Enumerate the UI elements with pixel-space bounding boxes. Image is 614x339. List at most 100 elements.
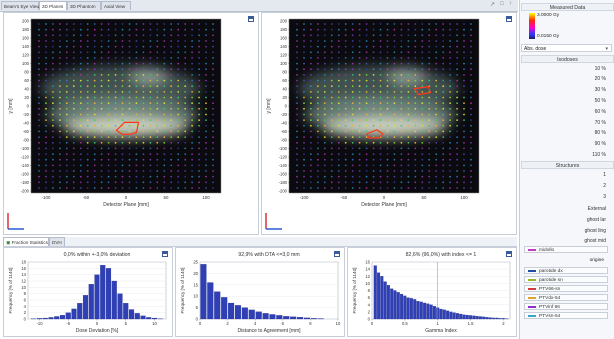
histogram-bar[interactable] bbox=[128, 309, 135, 320]
gamma-maximize-button[interactable] bbox=[506, 251, 512, 257]
histogram-bar[interactable] bbox=[478, 316, 482, 320]
histogram-bar[interactable] bbox=[416, 301, 420, 320]
histogram-bar[interactable] bbox=[151, 317, 158, 320]
histogram-bar[interactable] bbox=[386, 285, 390, 320]
histogram-bar[interactable] bbox=[396, 292, 400, 320]
histogram-bar[interactable] bbox=[310, 318, 317, 320]
isodose-item[interactable]: 70 % bbox=[594, 120, 606, 126]
structure-legend-ptvdx-54[interactable]: PTVdx-54 bbox=[524, 294, 608, 301]
histogram-bar[interactable] bbox=[65, 312, 71, 320]
tab-fraction-statistics[interactable]: ▣ Fraction Statistics bbox=[3, 237, 49, 246]
tab-beams-eye-view[interactable]: Beam's Eye View bbox=[1, 1, 40, 10]
histogram-bar[interactable] bbox=[423, 302, 427, 320]
histogram-bar[interactable] bbox=[276, 315, 283, 320]
histogram-bar[interactable] bbox=[380, 276, 384, 320]
histogram-bar[interactable] bbox=[111, 280, 117, 320]
tab-3d-phantom[interactable]: 3D Phantom bbox=[67, 1, 101, 10]
histogram-bar[interactable] bbox=[283, 316, 290, 320]
isodose-item[interactable]: 50 % bbox=[594, 98, 606, 104]
histogram-bar[interactable] bbox=[214, 291, 221, 320]
expand-icon[interactable]: ↗ bbox=[490, 2, 496, 8]
histogram-bar[interactable] bbox=[88, 284, 94, 320]
structure-item[interactable]: 1 bbox=[603, 172, 606, 178]
histogram-bar[interactable] bbox=[475, 316, 479, 320]
right-plane-view[interactable]: 200180160140120100806040200-20-40-60-80-… bbox=[262, 13, 516, 234]
histogram-bar[interactable] bbox=[71, 308, 77, 320]
histogram-bar[interactable] bbox=[100, 265, 106, 320]
histogram-bar[interactable] bbox=[241, 307, 248, 320]
structure-legend-ptvinf-66[interactable]: PTVinf 66 bbox=[524, 303, 608, 310]
histogram-bar[interactable] bbox=[48, 317, 54, 320]
histogram-bar[interactable] bbox=[455, 313, 459, 320]
histogram-bar[interactable] bbox=[426, 303, 430, 320]
histogram-bar[interactable] bbox=[54, 316, 60, 320]
isodose-item[interactable]: 90 % bbox=[594, 141, 606, 147]
structure-item[interactable]: ghost mid bbox=[584, 238, 606, 244]
structure-legend-ptv66-sn[interactable]: PTV66-sn bbox=[524, 285, 608, 292]
histogram-bar[interactable] bbox=[429, 304, 433, 320]
histogram-bar[interactable] bbox=[439, 308, 443, 320]
histogram-bar[interactable] bbox=[290, 316, 297, 320]
histogram-bar[interactable] bbox=[419, 301, 423, 320]
tab-2d-planes[interactable]: 2D Planes bbox=[39, 1, 67, 10]
histogram-bar[interactable] bbox=[482, 316, 486, 320]
histogram-bar[interactable] bbox=[488, 317, 492, 320]
structure-item[interactable]: 3 bbox=[603, 194, 606, 200]
dose-deviation-maximize-button[interactable] bbox=[162, 251, 168, 257]
histogram-bar[interactable] bbox=[393, 290, 397, 320]
histogram-bar[interactable] bbox=[248, 309, 255, 320]
histogram-bar[interactable] bbox=[485, 317, 489, 320]
histogram-bar[interactable] bbox=[134, 313, 140, 320]
histogram-bar[interactable] bbox=[403, 295, 407, 320]
histogram-bar[interactable] bbox=[59, 315, 66, 320]
histogram-bar[interactable] bbox=[123, 303, 129, 320]
histogram-bar[interactable] bbox=[303, 317, 310, 320]
histogram-bar[interactable] bbox=[492, 317, 496, 320]
histogram-bar[interactable] bbox=[207, 282, 214, 320]
histogram-bar[interactable] bbox=[77, 303, 83, 320]
structure-item[interactable]: ghost lar bbox=[586, 217, 606, 223]
histogram-bar[interactable] bbox=[36, 318, 43, 320]
isodose-item[interactable]: 20 % bbox=[594, 76, 606, 82]
histogram-bar[interactable] bbox=[446, 310, 450, 320]
structure-item[interactable]: ghost ling bbox=[584, 228, 606, 234]
histogram-bar[interactable] bbox=[390, 288, 394, 320]
histogram-bar[interactable] bbox=[146, 317, 152, 320]
histogram-bar[interactable] bbox=[94, 274, 100, 320]
histogram-bar[interactable] bbox=[117, 293, 123, 320]
tab-dvh[interactable]: DVH bbox=[49, 237, 65, 246]
histogram-bar[interactable] bbox=[200, 264, 207, 320]
histogram-bar[interactable] bbox=[234, 305, 241, 320]
structure-item[interactable]: 2 bbox=[603, 183, 606, 189]
dose-deviation-histogram[interactable]: 0,0% within +-3,0% deviation024681012141… bbox=[4, 248, 172, 336]
structure-legend-ptvsn-54[interactable]: PTVsn-54 bbox=[524, 312, 608, 319]
histogram-bar[interactable] bbox=[105, 268, 112, 320]
histogram-bar[interactable] bbox=[377, 272, 381, 320]
dta-maximize-button[interactable] bbox=[334, 251, 340, 257]
structure-legend-parotide-sn[interactable]: parotide sn bbox=[524, 276, 608, 283]
structure-legend-parotide-dx[interactable]: parotide dx bbox=[524, 267, 608, 274]
histogram-bar[interactable] bbox=[42, 317, 48, 320]
panel-collapse-icon[interactable] bbox=[570, 9, 575, 12]
histogram-bar[interactable] bbox=[495, 317, 499, 320]
histogram-bar[interactable] bbox=[297, 317, 304, 320]
histogram-bar[interactable] bbox=[413, 299, 417, 320]
histogram-bar[interactable] bbox=[498, 318, 502, 320]
histogram-bar[interactable] bbox=[140, 315, 146, 320]
isodose-item[interactable]: 10 % bbox=[594, 66, 606, 72]
histogram-bar[interactable] bbox=[221, 297, 228, 320]
structure-legend-midollo[interactable]: midollo bbox=[524, 246, 608, 253]
histogram-bar[interactable] bbox=[501, 318, 505, 320]
pin-icon[interactable]: ↑ bbox=[509, 1, 512, 7]
right-plane-maximize-button[interactable] bbox=[506, 16, 512, 22]
histogram-bar[interactable] bbox=[228, 302, 235, 320]
window-icon[interactable]: □ bbox=[500, 1, 504, 7]
histogram-bar[interactable] bbox=[465, 314, 469, 320]
histogram-bar[interactable] bbox=[262, 313, 269, 320]
histogram-bar[interactable] bbox=[449, 311, 453, 320]
isodose-item[interactable]: 60 % bbox=[594, 109, 606, 115]
structure-item[interactable]: External bbox=[587, 206, 606, 212]
histogram-bar[interactable] bbox=[442, 309, 446, 320]
left-plane-maximize-button[interactable] bbox=[248, 16, 254, 22]
